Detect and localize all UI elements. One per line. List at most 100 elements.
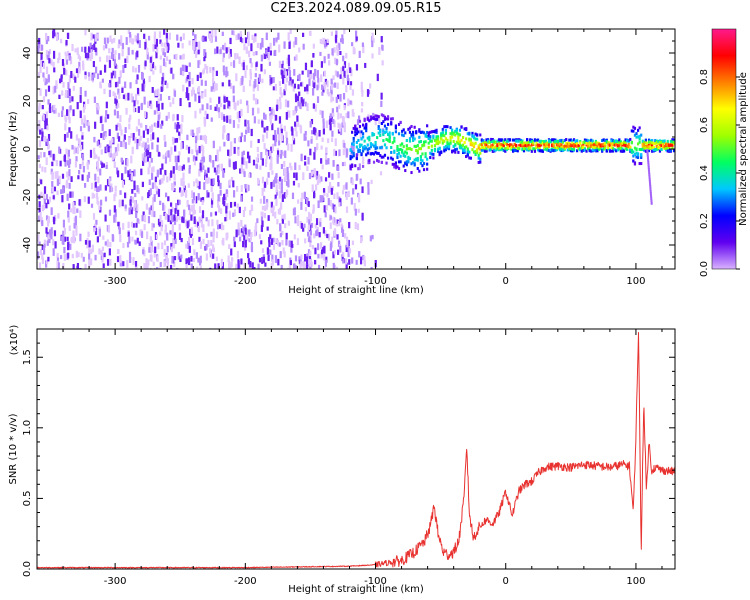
spectrogram-cell (82, 165, 86, 173)
spectrogram-cell (354, 133, 357, 137)
spectrogram-cell (291, 243, 294, 248)
spectrogram-cell (148, 207, 151, 215)
spectrogram-cell (119, 70, 122, 78)
spectrogram-cell (192, 192, 196, 201)
spectrogram-cell (228, 101, 231, 107)
spectrogram-cell (200, 79, 203, 86)
spectrogram-cell (443, 139, 446, 143)
spectrogram-cell (94, 227, 98, 235)
spectrogram-cell (526, 141, 529, 145)
spectrogram-cell (39, 249, 43, 256)
spectrogram-cell (332, 160, 335, 167)
spectrogram-cell (560, 145, 563, 149)
spectrogram-cell (416, 158, 419, 162)
spectrogram-cell (202, 165, 205, 170)
spectrogram-cell (67, 50, 70, 57)
spectrogram-cell (330, 78, 333, 85)
spectrogram-cell (386, 138, 390, 142)
spectrogram-cell (615, 142, 618, 146)
spectrogram-cell (155, 51, 158, 59)
spectrogram-cell (265, 158, 268, 165)
spectrogram-cell (658, 139, 662, 143)
spectrogram-cell (555, 139, 558, 143)
spectrogram-cell (178, 223, 181, 231)
spectrogram-cell (193, 181, 196, 187)
spectrogram-cell (190, 129, 193, 136)
spectrogram-cell (255, 62, 258, 67)
spectrogram-cell (114, 209, 117, 218)
spectrogram-cell (233, 138, 236, 144)
spectrogram-cell (244, 183, 247, 189)
spectrogram-cell (141, 196, 144, 201)
spectrogram-cell (278, 96, 282, 102)
spectrogram-cell (393, 136, 396, 140)
spectrogram-cell (577, 144, 580, 148)
spectrogram-cell (235, 263, 238, 269)
spectrogram-cell (198, 216, 201, 223)
spectrogram-cell (413, 144, 416, 148)
spectrogram-cell (68, 203, 71, 210)
spectrogram-cell (340, 67, 343, 75)
spectrogram-cell (374, 150, 377, 154)
spectrogram-cell (68, 117, 71, 124)
spectrogram-cell (408, 137, 412, 141)
spectrogram-cell (271, 259, 274, 266)
spectrogram-cell (132, 66, 135, 73)
spectrogram-cell (116, 110, 119, 119)
spectrogram-cell (611, 146, 615, 150)
spectrogram-cell (116, 132, 120, 139)
spectrogram-cell (307, 249, 311, 254)
spectrogram-cell (135, 126, 139, 132)
spectrogram-cell (41, 220, 44, 227)
spectrogram-cell (202, 224, 205, 233)
spectrogram-cell (218, 146, 222, 152)
spectrogram-cell (89, 42, 92, 48)
spectrogram-cell (354, 164, 357, 168)
spectrogram-cell (146, 52, 149, 60)
spectrogram-cell (138, 129, 141, 136)
spectrogram-cell (260, 240, 263, 245)
spectrogram-cell (216, 46, 219, 54)
spectrogram-cell (147, 216, 151, 224)
spectrogram-cell (626, 147, 629, 151)
spectrogram-cell (547, 143, 551, 147)
spectrogram-cell (90, 258, 93, 266)
spectrogram-cell (463, 150, 466, 154)
spectrogram-cell (599, 143, 602, 147)
spectrogram-cell (282, 151, 285, 157)
spectrogram-cell (109, 150, 112, 158)
spectrogram-cell (121, 42, 125, 49)
spectrogram-cell (663, 146, 666, 150)
spectrogram-cell (164, 229, 167, 235)
spectrogram-cell (119, 41, 123, 46)
spectrogram-cell (385, 126, 388, 130)
spectrogram-cell (424, 140, 427, 144)
spectrogram-cell (142, 141, 145, 148)
spectrogram-cell (195, 156, 198, 161)
spectrogram-cell (68, 54, 71, 61)
spectrogram-cell (494, 146, 497, 150)
spectrogram-cell (638, 147, 641, 151)
spectrogram-cell (70, 208, 73, 213)
x-tick-label: 0 (503, 276, 509, 287)
spectrogram-cell (325, 39, 328, 47)
spectrogram-cell (134, 107, 137, 113)
spectrogram-cell (127, 231, 130, 237)
spectrogram-cell (320, 195, 323, 203)
spectrogram-cell (558, 144, 562, 148)
spectrogram-cell (104, 185, 107, 191)
spectrogram-cell (204, 36, 207, 42)
spectrogram-cell (72, 235, 75, 242)
spectrogram-cell (593, 148, 596, 152)
spectrogram-cell (261, 37, 264, 44)
spectrogram-cell (538, 146, 541, 150)
spectrogram-cell (501, 143, 504, 147)
spectrogram-cell (81, 46, 84, 52)
spectrogram-cell (209, 97, 212, 103)
spectrogram-cell (105, 43, 108, 49)
spectrogram-cell (278, 80, 281, 87)
spectrogram-cell (42, 62, 46, 70)
spectrogram-cell (103, 252, 106, 258)
spectrogram-cell (42, 96, 46, 103)
spectrogram-cell (571, 147, 574, 151)
